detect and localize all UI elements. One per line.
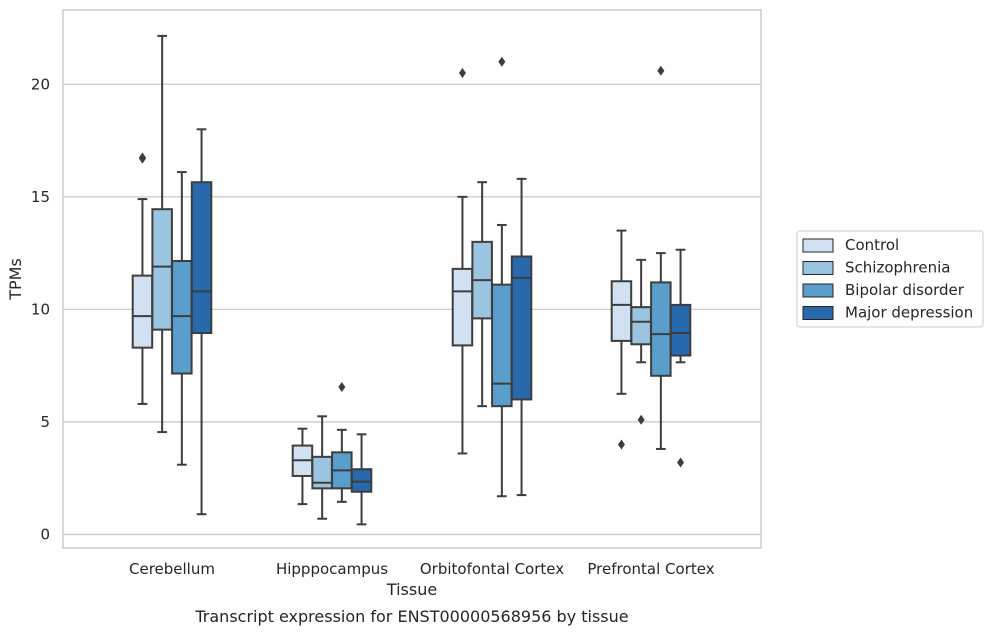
box-control [610,229,633,450]
outlier-point [657,65,665,76]
legend-swatch [802,238,834,253]
box-body [610,280,633,342]
outlier-point [498,56,506,67]
outlier-point [637,414,645,425]
outlier-point [338,382,346,393]
box-body [630,306,652,346]
legend-swatch [802,261,834,275]
outlier-point [677,457,685,468]
box-bipolar-disorder [171,171,193,466]
box-schizophrenia [311,415,333,520]
legend-label: Major depression [845,304,973,322]
box-control [451,68,474,455]
box-body [171,259,193,375]
legend-label: Schizophrenia [845,259,950,277]
x-tick-label: Cerebellum [129,560,215,578]
y-tick-labels: 0 5 10 15 20 [31,75,50,543]
box-schizophrenia [471,181,493,408]
outlier-point [617,439,625,450]
outlier-point [138,152,146,163]
box-schizophrenia [630,258,652,425]
boxes [131,34,692,526]
box-body [190,181,213,335]
y-tick-label: 0 [40,525,50,543]
box-major-depression [350,433,373,526]
chart-title: Transcript expression for ENST0000056895… [194,607,628,626]
box-body [350,468,373,493]
legend-label: Control [845,236,899,254]
box-major-depression [669,248,692,468]
x-tick-label: Prefrontal Cortex [587,560,714,578]
legend-label: Bipolar disorder [845,281,965,299]
box-major-depression [190,128,213,516]
box-major-depression [510,177,533,497]
box-control [291,427,314,506]
y-axis-label: TPMs [6,258,25,301]
box-body [151,208,173,331]
box-schizophrenia [151,34,173,434]
y-tick-label: 10 [31,300,50,318]
box-body [451,267,474,347]
legend-frame [796,230,984,328]
x-axis-label: Tissue [386,580,437,599]
y-tick-label: 20 [31,75,50,93]
box-body [650,281,672,377]
x-tick-labels: Cerebellum Hipppocampus Orbitofontal Corte… [129,560,715,578]
box-body [491,283,513,408]
legend-swatch [802,306,834,320]
box-bipolar-disorder [331,382,353,503]
legend: Control Schizophrenia Bipolar disorder Majo… [796,230,984,328]
x-tick-label: Hipppocampus [276,560,388,578]
x-tick-label: Orbitofontal Cortex [420,560,564,578]
outlier-point [458,68,466,79]
box-body [510,255,533,401]
legend-swatch [802,283,834,298]
box-bipolar-disorder [491,56,513,498]
box-body [131,274,154,349]
box-body [669,303,692,357]
box-control [131,152,154,405]
y-tick-label: 15 [31,188,50,206]
y-tick-label: 5 [40,413,50,431]
